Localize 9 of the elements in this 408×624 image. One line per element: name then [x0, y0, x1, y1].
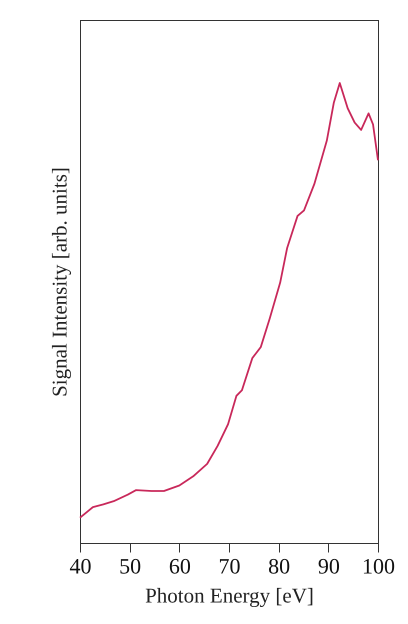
x-tick-label: 100 [362, 554, 395, 578]
x-tick-label: 70 [218, 554, 240, 578]
y-axis-title: Signal Intensity [arb. units] [48, 167, 72, 397]
x-tick-label: 40 [70, 554, 92, 578]
x-tick-label: 80 [268, 554, 290, 578]
x-tick-label: 90 [318, 554, 340, 578]
x-tick-label: 60 [168, 554, 191, 578]
x-axis-title: Photon Energy [eV] [145, 584, 314, 608]
x-tick-label: 50 [119, 554, 142, 578]
